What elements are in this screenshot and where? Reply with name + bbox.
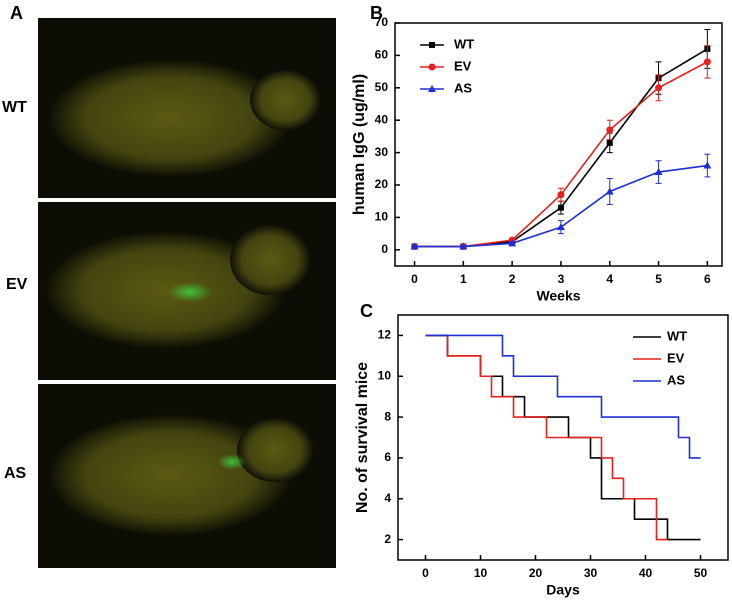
fluorescence xyxy=(218,454,246,470)
y-tick-label: 4 xyxy=(384,491,391,505)
marker xyxy=(410,242,419,250)
legend-label: WT xyxy=(667,328,687,343)
marker xyxy=(557,204,564,211)
legend-label: AS xyxy=(454,80,472,95)
mouse-head xyxy=(237,418,313,482)
marker xyxy=(428,63,436,71)
marker xyxy=(557,191,565,199)
y-tick-label: 20 xyxy=(375,177,389,191)
y-tick-label: 50 xyxy=(375,80,389,94)
x-tick-label: 1 xyxy=(460,272,467,286)
x-axis-label: Days xyxy=(546,582,580,598)
y-tick-label: 10 xyxy=(375,210,389,224)
y-tick-label: 70 xyxy=(375,15,389,29)
marker xyxy=(703,58,711,66)
series-line xyxy=(414,48,708,248)
y-axis-label: No. of survival mice xyxy=(354,362,371,513)
photo-label: EV xyxy=(6,276,28,293)
legend-label: EV xyxy=(667,350,685,365)
marker xyxy=(605,187,614,195)
y-tick-label: 40 xyxy=(375,112,389,126)
legend-label: EV xyxy=(454,58,472,73)
survival-step xyxy=(425,334,668,541)
x-tick-label: 4 xyxy=(606,272,613,286)
x-axis-label: Weeks xyxy=(536,288,580,304)
y-tick-label: 8 xyxy=(384,409,391,423)
mouse xyxy=(47,232,283,348)
plot-frame xyxy=(397,314,729,561)
y-tick-label: 10 xyxy=(378,368,392,382)
x-tick-label: 5 xyxy=(655,272,662,286)
y-tick-label: 12 xyxy=(378,328,392,342)
panel-label: B xyxy=(370,3,383,23)
legend-label: AS xyxy=(667,372,685,387)
marker xyxy=(606,126,614,134)
x-tick-label: 2 xyxy=(509,272,516,286)
marker xyxy=(429,42,435,48)
marker xyxy=(606,139,613,146)
y-tick-label: 2 xyxy=(384,532,391,546)
panel-label: C xyxy=(360,301,373,321)
y-tick-label: 6 xyxy=(384,450,391,464)
legend-label: WT xyxy=(454,36,474,51)
marker xyxy=(703,161,712,169)
x-tick-label: 0 xyxy=(411,272,418,286)
x-tick-label: 50 xyxy=(694,566,708,580)
y-tick-label: 0 xyxy=(381,242,388,256)
marker xyxy=(556,223,565,231)
mouse-head xyxy=(230,225,310,295)
marker xyxy=(428,85,436,92)
x-tick-label: 10 xyxy=(474,566,488,580)
survival-step xyxy=(425,334,701,459)
y-tick-label: 60 xyxy=(375,48,389,62)
x-tick-label: 40 xyxy=(639,566,653,580)
photo-label: WT xyxy=(2,99,27,116)
mouse xyxy=(50,60,290,176)
plot-frame xyxy=(394,22,723,267)
x-tick-label: 20 xyxy=(529,566,543,580)
photos xyxy=(38,18,336,568)
y-axis-label: human IgG (ug/ml) xyxy=(351,74,368,215)
marker xyxy=(655,84,663,92)
photo-label: AS xyxy=(4,465,27,482)
x-tick-label: 30 xyxy=(584,566,598,580)
mouse xyxy=(50,415,290,535)
panel-label: A xyxy=(10,3,23,23)
mouse-head xyxy=(250,70,320,130)
x-tick-label: 6 xyxy=(704,272,711,286)
x-tick-label: 0 xyxy=(422,566,429,580)
marker xyxy=(654,168,663,176)
marker xyxy=(508,239,517,247)
y-tick-label: 30 xyxy=(375,145,389,159)
fluorescence xyxy=(168,282,212,302)
x-tick-label: 3 xyxy=(558,272,565,286)
marker xyxy=(459,242,468,250)
